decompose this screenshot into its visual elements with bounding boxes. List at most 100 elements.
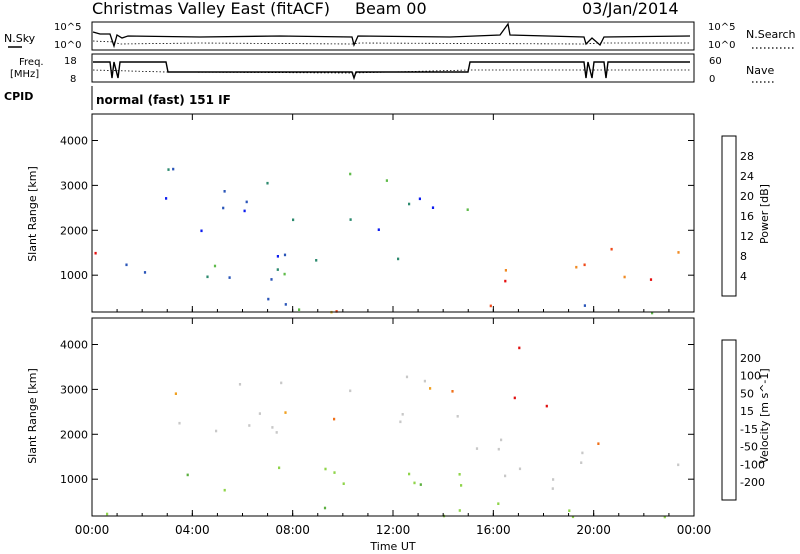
data-cell — [323, 506, 327, 510]
data-cell — [399, 420, 402, 424]
velocity-ylabel: Slant Range [km] — [26, 368, 39, 464]
data-cell — [418, 197, 421, 201]
x-axis-label: Time UT — [369, 540, 415, 553]
data-cell — [451, 390, 454, 393]
y-tick-label: 4000 — [60, 134, 88, 147]
freq-unit: [MHz] — [10, 69, 39, 80]
data-cell — [248, 424, 251, 427]
data-cell — [552, 478, 555, 481]
data-cell — [172, 167, 175, 171]
x-tick-label: 12:00 — [376, 523, 411, 537]
freq-tick-top: 18 — [64, 56, 77, 67]
data-cell — [165, 197, 168, 200]
data-cell — [349, 389, 352, 393]
data-cell — [458, 473, 461, 476]
colorbar-tick-label: 4 — [740, 270, 747, 283]
colorbar-tick-label: 28 — [740, 150, 754, 163]
data-cell — [315, 259, 318, 262]
chart-title: Christmas Valley East (fitACF) — [92, 0, 330, 18]
data-cell — [284, 303, 287, 306]
data-cell — [228, 276, 231, 279]
nave-trace — [92, 69, 690, 74]
nave-label: Nave — [746, 64, 774, 77]
data-cell — [581, 451, 584, 455]
data-cell — [213, 264, 217, 268]
data-cell — [258, 412, 261, 415]
colorbar-frame — [721, 135, 737, 297]
data-cells-power-1 — [504, 263, 586, 283]
data-cell — [167, 168, 170, 171]
data-cells-power-2 — [610, 247, 680, 281]
y-tick-label: 3000 — [60, 179, 88, 192]
data-cell — [466, 208, 469, 211]
data-cell — [518, 467, 522, 471]
colorbar-tick-label: 200 — [740, 352, 761, 365]
data-cell — [280, 381, 283, 385]
data-cell — [333, 471, 336, 474]
y-tick-label: 2000 — [60, 224, 88, 237]
velocity-colorbar: 200 100 50 15 -15 -50 -100 -200 — [721, 339, 765, 501]
data-cell — [335, 310, 338, 313]
data-cell — [408, 472, 411, 476]
data-cells-power-4 — [377, 179, 469, 231]
data-cell — [597, 442, 600, 445]
colorbar-tick-label: 100 — [740, 370, 761, 383]
data-cell — [504, 269, 507, 272]
x-tick-label: 20:00 — [576, 523, 611, 537]
data-cell — [571, 515, 575, 519]
data-cell — [475, 447, 479, 450]
data-cell — [497, 447, 500, 451]
power-frame — [91, 113, 695, 313]
data-cell — [575, 265, 578, 269]
freq-trace — [93, 61, 690, 81]
x-tick-label: 08:00 — [275, 523, 310, 537]
data-cell — [245, 200, 248, 204]
data-cells-velocity-0 — [475, 438, 680, 490]
data-cell — [223, 488, 226, 492]
data-cell — [243, 209, 246, 213]
freq-label: Freq. — [19, 57, 44, 68]
data-cell — [460, 484, 463, 487]
data-cell — [200, 229, 203, 233]
data-cell — [278, 466, 281, 470]
colorbar-tick-label: -100 — [740, 458, 765, 471]
data-cell — [284, 411, 287, 414]
colorbar-tick-label: -15 — [740, 423, 758, 436]
data-cell — [504, 279, 507, 283]
data-cell — [408, 202, 411, 206]
data-cell — [458, 509, 461, 512]
x-tick-label: 00:00 — [75, 523, 110, 537]
data-cell — [663, 515, 666, 519]
data-cell — [504, 474, 507, 478]
data-cell — [271, 426, 274, 429]
data-cells-velocity-1 — [174, 375, 459, 434]
data-cell — [677, 251, 680, 254]
data-cell — [500, 438, 503, 442]
data-cell — [125, 263, 128, 267]
data-cell — [385, 179, 388, 182]
data-cell — [215, 429, 218, 433]
power-colorbar: 4 8 12 16 20 24 28 — [721, 135, 754, 297]
data-cell — [405, 375, 409, 379]
data-cell — [677, 463, 680, 467]
data-cell — [397, 257, 400, 261]
data-cell — [545, 404, 548, 408]
data-cell — [551, 487, 554, 490]
data-cell — [270, 278, 273, 281]
colorbar-tick-label: 12 — [740, 230, 754, 243]
data-cell — [649, 278, 653, 281]
nsky-strip-frame — [91, 21, 695, 51]
data-cell — [298, 308, 301, 311]
nsky-tick-bottom: 10^0 — [54, 40, 81, 51]
data-cell — [324, 467, 327, 471]
colorbar-tick-label: 50 — [740, 387, 754, 400]
data-cell — [206, 275, 209, 279]
nsearch-label: N.Search — [746, 28, 796, 41]
data-cells-velocity-4 — [513, 346, 548, 408]
data-cell — [423, 379, 426, 383]
data-cell — [583, 304, 586, 307]
colorbar-tick-label: -200 — [740, 476, 765, 489]
data-cell — [489, 304, 492, 308]
data-cell — [497, 502, 500, 505]
data-cell — [174, 392, 177, 395]
